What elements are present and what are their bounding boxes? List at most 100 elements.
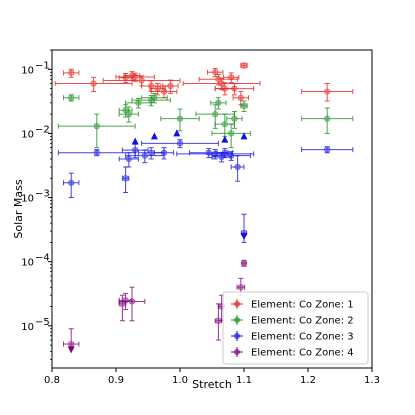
data-point — [301, 83, 354, 102]
series-3 — [57, 129, 354, 243]
limit-arrow-down — [67, 346, 75, 354]
legend-label: Element: Co Zone: 2 — [251, 316, 354, 327]
series-2 — [57, 92, 354, 149]
data-point — [63, 94, 80, 102]
data-point — [102, 75, 181, 87]
data-marker — [228, 74, 235, 81]
legend-item: Element: Co Zone: 4 — [231, 347, 354, 359]
legend-label: Element: Co Zone: 4 — [251, 348, 354, 359]
data-marker — [135, 99, 142, 106]
x-axis-label: Stretch — [192, 378, 232, 391]
data-point — [162, 79, 179, 94]
data-marker — [240, 102, 248, 109]
y-axis: 10−510−410−310−210−1 — [21, 49, 52, 360]
plot-area — [54, 62, 354, 354]
data-marker — [68, 94, 75, 101]
data-marker — [90, 80, 97, 87]
x-tick-label: 1.0 — [172, 375, 188, 386]
y-tick-exponent: −1 — [35, 60, 50, 71]
data-point — [57, 113, 136, 149]
data-marker — [128, 298, 136, 305]
y-axis-label: Solar Mass — [12, 179, 25, 238]
x-tick-label: 1.2 — [300, 375, 316, 386]
data-marker — [122, 175, 129, 182]
limit-arrow-down — [240, 233, 248, 241]
legend: Element: Co Zone: 1 Element: Co Zone: 2 El… — [222, 291, 369, 365]
data-marker — [148, 82, 155, 90]
limit-arrow-up — [173, 129, 181, 137]
data-point — [226, 110, 243, 129]
data-marker — [324, 115, 331, 122]
data-marker — [176, 140, 184, 147]
legend-marker — [234, 301, 240, 307]
data-marker — [228, 152, 235, 159]
data-marker — [218, 80, 225, 87]
data-marker — [212, 111, 219, 118]
legend-label: Element: Co Zone: 3 — [251, 332, 354, 343]
data-marker — [160, 149, 168, 156]
data-marker — [68, 340, 75, 348]
legend-box — [222, 291, 369, 365]
data-marker — [138, 77, 145, 84]
data-marker — [93, 123, 100, 130]
data-marker — [122, 297, 129, 304]
data-point — [240, 259, 248, 267]
data-marker — [231, 115, 238, 122]
x-axis: 0.8 0.9 1.0 1.1 1.2 1.3 — [44, 368, 380, 386]
data-point — [63, 68, 80, 78]
series-1 — [54, 62, 354, 106]
data-marker — [221, 149, 228, 156]
data-point — [223, 72, 240, 84]
data-point — [54, 76, 133, 93]
data-point — [118, 106, 139, 123]
x-tick-label: 1.3 — [364, 375, 380, 386]
data-marker — [151, 94, 158, 101]
data-point — [149, 83, 166, 96]
data-marker — [93, 149, 100, 156]
data-marker — [237, 284, 244, 291]
data-marker — [324, 88, 331, 95]
data-point — [160, 108, 200, 132]
data-marker — [132, 146, 139, 154]
data-marker — [215, 99, 222, 106]
data-marker — [240, 260, 248, 267]
legend-item: Element: Co Zone: 2 — [231, 315, 354, 327]
data-marker — [176, 115, 184, 122]
data-marker — [205, 149, 212, 156]
data-point — [301, 107, 354, 134]
data-marker — [125, 111, 132, 118]
data-point — [153, 147, 175, 160]
x-tick-label: 0.8 — [44, 375, 60, 386]
data-marker — [141, 152, 148, 159]
data-marker — [240, 62, 248, 69]
data-point — [214, 83, 255, 96]
data-point — [232, 91, 249, 106]
y-tick-label: 10 — [21, 65, 34, 76]
data-marker — [324, 146, 331, 153]
y-tick-exponent: −5 — [35, 317, 50, 328]
data-point — [210, 97, 227, 110]
limit-arrow-up — [221, 135, 229, 143]
data-point — [230, 155, 245, 182]
axes-frame — [51, 49, 373, 369]
y-tick-label: 10 — [21, 322, 34, 333]
data-point — [240, 62, 248, 69]
limit-arrow-up — [240, 132, 248, 140]
y-tick-label: 10 — [21, 258, 34, 269]
legend-item: Element: Co Zone: 3 — [231, 331, 354, 343]
data-point — [63, 172, 80, 199]
data-point — [125, 98, 152, 109]
legend-marker — [234, 333, 240, 339]
legend-item: Element: Co Zone: 1 — [231, 299, 354, 311]
data-marker — [228, 130, 235, 137]
data-point — [211, 123, 251, 149]
data-marker — [148, 149, 155, 156]
data-point — [301, 146, 354, 154]
data-point — [211, 151, 251, 161]
data-marker — [167, 82, 174, 90]
data-point — [176, 149, 255, 160]
data-point — [121, 166, 130, 193]
data-marker — [160, 88, 168, 95]
x-tick-label: 0.9 — [108, 375, 124, 386]
